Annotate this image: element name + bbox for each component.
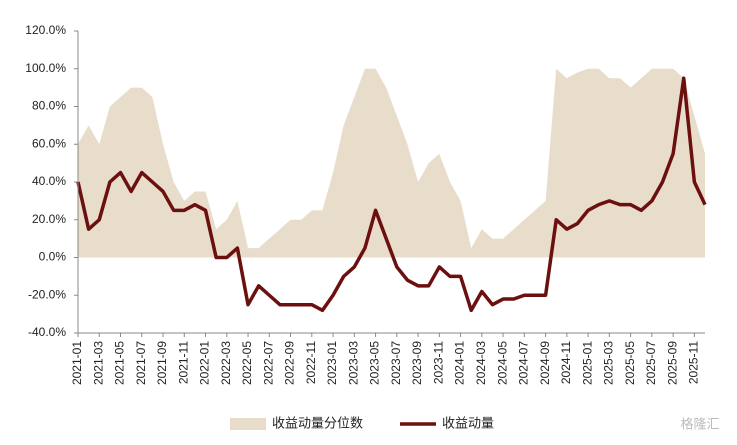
y-tick-label: 80.0% bbox=[32, 99, 66, 113]
y-tick-label: 0.0% bbox=[39, 250, 67, 264]
x-tick-label: 2025-11 bbox=[687, 341, 701, 384]
x-tick-label: 2025-05 bbox=[623, 341, 637, 385]
x-tick-label: 2023-01 bbox=[325, 341, 339, 385]
x-tick-label: 2021-03 bbox=[91, 341, 105, 385]
x-tick-label: 2024-09 bbox=[538, 341, 552, 385]
x-tick-label: 2022-03 bbox=[219, 341, 233, 385]
x-tick-label: 2021-11 bbox=[176, 341, 190, 384]
x-tick-label: 2023-11 bbox=[431, 341, 445, 384]
y-tick-label: -40.0% bbox=[28, 325, 66, 339]
x-tick-label: 2024-11 bbox=[559, 341, 573, 384]
x-tick-label: 2021-09 bbox=[155, 341, 169, 385]
watermark: 格隆汇 bbox=[680, 416, 719, 431]
x-tick-label: 2022-09 bbox=[283, 341, 297, 385]
x-tick-label: 2022-01 bbox=[198, 341, 212, 385]
x-tick-label: 2025-01 bbox=[580, 341, 594, 385]
x-tick-label: 2023-07 bbox=[389, 341, 403, 385]
x-tick-label: 2025-09 bbox=[665, 341, 679, 385]
x-tick-label: 2025-03 bbox=[602, 341, 616, 385]
legend-swatch bbox=[230, 418, 266, 430]
x-tick-label: 2022-07 bbox=[261, 341, 275, 385]
line bbox=[76, 76, 707, 313]
legend-label: 收益动量 bbox=[442, 415, 494, 430]
x-tick-label: 2024-07 bbox=[517, 341, 531, 385]
x-tick-label: 2023-09 bbox=[410, 341, 424, 385]
x-tick-label: 2021-05 bbox=[113, 341, 127, 385]
y-tick-label: 120.0% bbox=[25, 23, 66, 37]
x-tick-label: 2022-05 bbox=[240, 341, 254, 385]
y-tick-label: 60.0% bbox=[32, 136, 66, 150]
legend-label: 收益动量分位数 bbox=[272, 415, 363, 430]
x-tick-label: 2023-03 bbox=[346, 341, 360, 385]
x-tick-label: 2024-05 bbox=[495, 341, 509, 385]
x-tick-label: 2024-03 bbox=[474, 341, 488, 385]
x-tick-label: 2024-01 bbox=[453, 341, 467, 385]
x-tick-label: 2021-01 bbox=[70, 341, 84, 385]
area bbox=[78, 68, 705, 258]
y-tick-label: 20.0% bbox=[32, 212, 66, 226]
y-tick-label: 40.0% bbox=[32, 174, 66, 188]
x-tick-label: 2025-07 bbox=[644, 341, 658, 385]
x-tick-label: 2023-05 bbox=[368, 341, 382, 385]
y-tick-label: 100.0% bbox=[25, 61, 66, 75]
y-tick-label: -20.0% bbox=[28, 287, 66, 301]
x-tick-label: 2021-07 bbox=[134, 341, 148, 385]
x-tick-label: 2022-11 bbox=[304, 341, 318, 384]
